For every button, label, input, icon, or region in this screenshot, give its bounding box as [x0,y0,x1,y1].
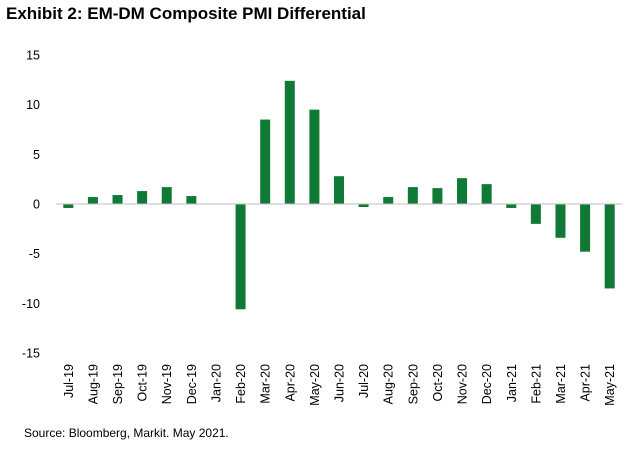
bar-mar-20 [260,119,271,204]
x-tick-label: Jul-19 [62,364,76,398]
chart-title: Exhibit 2: EM-DM Composite PMI Different… [6,4,366,23]
x-tick-label: Dec-19 [185,364,199,404]
bar-may-20 [309,109,320,204]
y-tick-label: -15 [22,347,40,361]
x-tick-label: Oct-19 [136,364,150,402]
bar-feb-20 [235,204,246,310]
bar-mar-21 [555,204,566,238]
x-tick-label: May-21 [603,364,617,406]
y-tick-label: 10 [26,98,40,112]
bar-nov-19 [161,187,172,204]
bar-jul-20 [358,204,369,207]
x-tick-label: May-20 [308,364,322,406]
x-tick-label: Nov-20 [456,364,470,404]
x-tick-label: Nov-19 [160,364,174,404]
x-tick-label: Aug-20 [382,364,396,404]
bar-oct-19 [137,191,148,204]
x-tick-label: Apr-21 [579,364,593,402]
x-tick-label: Jan-20 [209,364,223,402]
bar-may-21 [604,204,615,289]
x-tick-label: Feb-21 [529,364,543,404]
x-tick-label: Mar-20 [259,364,273,404]
x-tick-label: Jun-20 [333,364,347,402]
source-note: Source: Bloomberg, Markit. May 2021. [24,426,229,440]
bar-dec-20 [481,184,492,204]
y-axis: 15 10 5 0 -5 -10 -15 [22,49,40,361]
x-tick-label: Apr-20 [283,364,297,402]
y-tick-label: 5 [33,148,40,162]
bar-series [63,80,615,310]
x-axis: Jul-19 Aug-19 Sep-19 Oct-19 Nov-19 Dec-19 Jan-… [62,364,617,406]
x-tick-label: Dec-20 [480,364,494,404]
x-tick-label: Oct-20 [431,364,445,402]
bar-jun-20 [334,176,344,204]
bar-sep-19 [112,195,123,204]
bar-sep-20 [407,187,418,204]
y-tick-label: 0 [33,198,40,212]
bar-apr-21 [580,204,591,252]
bar-dec-19 [186,196,197,204]
x-tick-label: Jul-20 [357,364,371,398]
x-tick-label: Sep-19 [111,364,125,404]
x-tick-label: Jan-21 [505,364,519,402]
bar-apr-20 [284,80,295,204]
y-tick-label: 15 [26,49,40,63]
bar-nov-20 [457,178,468,204]
bar-jan-21 [506,204,517,208]
x-tick-label: Mar-21 [554,364,568,404]
x-tick-label: Sep-20 [406,364,420,404]
y-tick-label: -10 [22,297,40,311]
bar-aug-20 [383,197,394,204]
x-tick-label: Feb-20 [234,364,248,404]
x-tick-label: Aug-19 [86,364,100,404]
bar-jul-19 [63,204,74,208]
bar-aug-19 [87,197,98,204]
bar-oct-20 [432,188,443,204]
bar-feb-21 [530,204,541,224]
y-tick-label: -5 [29,247,40,261]
